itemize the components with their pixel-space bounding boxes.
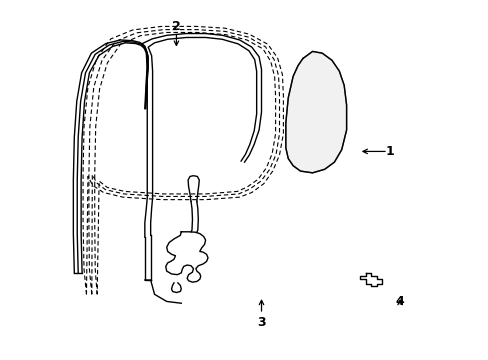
Text: 4: 4 bbox=[395, 295, 404, 308]
Text: 3: 3 bbox=[257, 316, 265, 329]
Text: 2: 2 bbox=[172, 20, 181, 33]
Text: 1: 1 bbox=[385, 145, 394, 158]
Polygon shape bbox=[285, 51, 346, 173]
